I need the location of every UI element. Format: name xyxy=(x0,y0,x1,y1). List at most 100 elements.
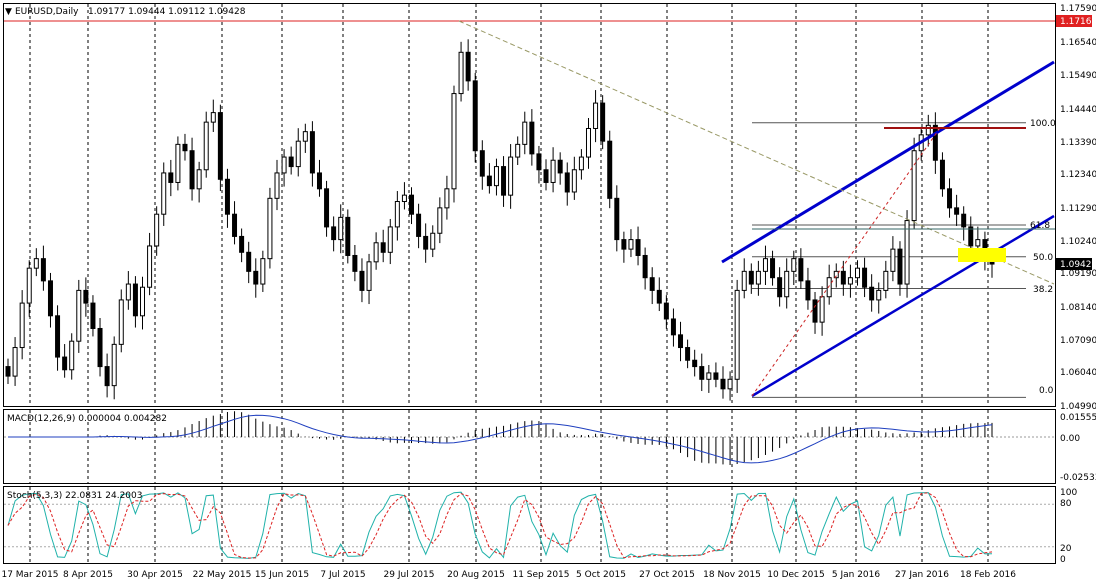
candle-body xyxy=(76,289,82,342)
stoch-panel xyxy=(3,486,1056,564)
candle-body xyxy=(642,254,648,279)
candle-body xyxy=(890,248,896,272)
candle-body xyxy=(741,270,747,291)
candle-body xyxy=(706,372,712,380)
candle-body xyxy=(33,258,39,269)
price-tick: 1.14440 xyxy=(1060,105,1096,115)
candle-body xyxy=(720,378,726,390)
candle-body xyxy=(932,124,938,161)
price-tick: 1.10240 xyxy=(1060,237,1096,247)
stoch-tick: 100 xyxy=(1060,488,1077,498)
macd-panel xyxy=(3,409,1056,484)
macd-histogram xyxy=(4,411,1055,465)
price-tick: 1.12340 xyxy=(1060,170,1096,180)
candle-body xyxy=(97,327,103,368)
candle-body xyxy=(288,156,294,168)
candle-body xyxy=(911,150,917,222)
date-tick: 17 Mar 2015 xyxy=(1,570,58,580)
candle-body xyxy=(585,127,591,158)
candle-body xyxy=(947,188,953,209)
candle-body xyxy=(621,239,627,250)
price-tick: 1.15490 xyxy=(1060,71,1096,81)
candle-body xyxy=(104,366,110,387)
candle-body xyxy=(479,150,485,177)
candle-body xyxy=(154,213,160,247)
candle-body xyxy=(373,242,379,263)
candle-body xyxy=(316,172,322,190)
candle-body xyxy=(869,286,875,301)
channel-lower-line[interactable] xyxy=(751,214,1055,398)
stoch-k-line xyxy=(7,491,993,559)
candle-body xyxy=(90,302,96,329)
price-tick: 1.17590 xyxy=(1060,4,1096,14)
candle-body xyxy=(267,197,273,260)
fib-label-50: 50.0 xyxy=(1033,253,1053,263)
candle-body xyxy=(5,366,11,377)
candle-body xyxy=(847,277,853,285)
date-tick: 29 Jul 2015 xyxy=(384,570,435,580)
price-tick: 1.09190 xyxy=(1060,269,1096,279)
candle-body xyxy=(26,267,32,304)
candle-body xyxy=(309,131,315,174)
candle-body xyxy=(401,194,407,203)
candle-body xyxy=(600,102,606,142)
candle-body xyxy=(253,270,259,285)
candle-body xyxy=(515,143,521,158)
date-tick: 22 May 2015 xyxy=(193,570,252,580)
candle-body xyxy=(784,270,790,298)
time-gridlines xyxy=(29,4,989,563)
candle-body xyxy=(189,150,195,190)
candle-body xyxy=(352,254,358,272)
price-tick: 1.04990 xyxy=(1060,402,1096,412)
candle-body xyxy=(876,289,882,301)
date-tick: 27 Oct 2015 xyxy=(639,570,695,580)
candle-body xyxy=(168,172,174,183)
candle-body xyxy=(777,277,783,298)
price-axis: 1.17590 1.16540 1.15490 1.14440 1.13390 … xyxy=(1060,4,1096,412)
candle-body xyxy=(118,299,124,345)
current-price-label: 1.09428 xyxy=(1060,260,1096,270)
candle-body xyxy=(345,216,351,256)
high-price-marker xyxy=(1056,15,1092,27)
candle-body xyxy=(897,248,903,285)
date-tick: 30 Apr 2015 xyxy=(127,570,183,580)
date-tick: 20 Aug 2015 xyxy=(447,570,505,580)
candle-body xyxy=(338,216,344,241)
candle-body xyxy=(939,159,945,190)
candle-body xyxy=(607,140,613,199)
candle-body xyxy=(833,270,839,279)
candle-body xyxy=(331,226,337,241)
candle-body xyxy=(359,270,365,291)
candle-body xyxy=(40,258,46,282)
candle-body xyxy=(182,143,188,152)
candle-body xyxy=(904,220,910,285)
date-tick: 7 Jul 2015 xyxy=(320,570,365,580)
candle-body xyxy=(975,239,981,247)
dropdown-icon[interactable]: ▼ xyxy=(5,7,12,17)
date-tick: 11 Sep 2015 xyxy=(512,570,569,580)
candle-body xyxy=(125,283,131,301)
price-tick: 1.11290 xyxy=(1060,204,1096,214)
candle-body xyxy=(508,156,514,196)
candle-body xyxy=(83,289,89,304)
candle-body xyxy=(295,140,301,168)
macd-tick: 0.00 xyxy=(1060,434,1080,444)
candle-body xyxy=(770,258,776,279)
candle-body xyxy=(140,286,146,317)
price-tick: 1.08140 xyxy=(1060,303,1096,313)
fib-label-618: 61.8 xyxy=(1030,221,1050,231)
stoch-d-line xyxy=(7,492,993,559)
candle-body xyxy=(232,213,238,237)
candle-body xyxy=(678,334,684,349)
candle-body xyxy=(451,93,457,190)
candle-body xyxy=(578,156,584,171)
candle-body xyxy=(217,112,223,180)
candle-body xyxy=(12,347,18,377)
candle-body xyxy=(748,270,754,285)
candle-body xyxy=(854,267,860,279)
candle-body xyxy=(791,258,797,272)
candle-body xyxy=(798,258,804,282)
stoch-label: Stoch(5,3,3) 22.0831 24.2003 xyxy=(7,491,142,501)
candle-body xyxy=(161,172,167,215)
